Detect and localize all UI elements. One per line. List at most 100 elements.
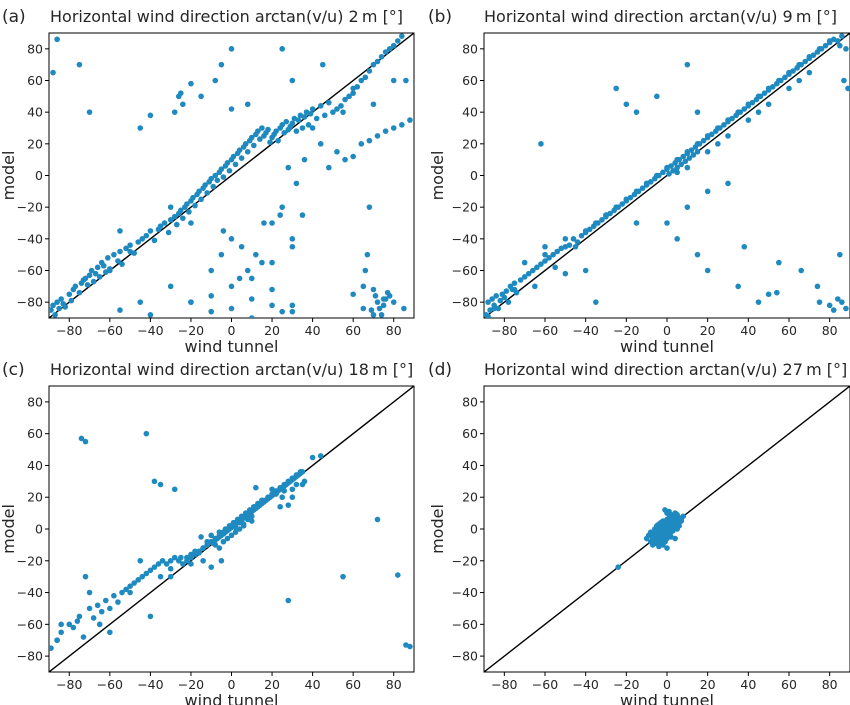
data-point	[62, 304, 69, 310]
data-point	[826, 38, 833, 44]
x-tick-label: 80	[822, 677, 838, 692]
x-tick-label: −80	[56, 323, 82, 338]
data-point	[289, 236, 296, 242]
data-point	[835, 296, 841, 302]
data-point	[776, 259, 782, 266]
data-point	[674, 164, 680, 171]
data-point	[670, 526, 676, 532]
scatter-points	[49, 430, 413, 651]
data-point	[228, 523, 235, 529]
data-point	[578, 232, 585, 239]
data-point	[542, 258, 548, 264]
data-point	[188, 561, 194, 567]
data-point	[163, 561, 170, 567]
data-point	[666, 508, 672, 515]
data-point	[151, 478, 158, 485]
data-point	[546, 255, 552, 261]
data-point	[674, 526, 680, 532]
data-point	[86, 605, 93, 612]
x-tick-label: −80	[491, 677, 517, 692]
data-point	[253, 484, 259, 491]
data-point	[244, 148, 251, 155]
data-point	[802, 58, 809, 65]
x-tick-label: −20	[613, 323, 639, 338]
data-point	[570, 236, 577, 242]
data-point	[228, 106, 235, 112]
data-point	[66, 291, 73, 298]
y-tick-label: −60	[452, 617, 478, 632]
y-tick-label: 40	[27, 458, 43, 473]
data-point	[403, 77, 409, 84]
data-point	[319, 61, 326, 68]
data-point	[360, 283, 367, 290]
data-point	[117, 228, 123, 234]
x-tick-label: 0	[228, 677, 236, 692]
data-point	[386, 46, 393, 52]
data-point	[839, 33, 845, 39]
data-point	[741, 243, 748, 250]
y-tick-label: 80	[462, 394, 478, 409]
data-point	[715, 125, 721, 131]
data-point	[178, 554, 184, 561]
data-point	[228, 305, 235, 312]
data-point	[161, 220, 168, 226]
y-tick-label: −80	[17, 295, 43, 310]
data-point	[147, 312, 154, 318]
data-point	[238, 243, 245, 250]
data-point	[230, 153, 237, 160]
y-axis-label: model	[0, 151, 18, 201]
data-point	[652, 540, 658, 547]
y-tick-label: −20	[452, 200, 478, 215]
x-tick-label: 80	[386, 323, 402, 338]
data-point	[218, 166, 225, 172]
data-point	[86, 109, 93, 115]
data-point	[674, 236, 680, 242]
data-point	[275, 137, 281, 144]
y-tick-label: 0	[470, 168, 478, 183]
data-point	[776, 77, 782, 84]
data-point	[593, 299, 599, 305]
data-point	[54, 299, 60, 305]
data-point	[248, 513, 255, 520]
data-point	[796, 77, 802, 84]
data-point	[50, 302, 56, 309]
data-point	[167, 573, 174, 580]
x-tick-label: −60	[532, 323, 558, 338]
data-point	[798, 267, 804, 274]
data-point	[127, 589, 133, 596]
data-point	[309, 106, 316, 112]
data-point	[350, 291, 356, 298]
data-point	[171, 213, 178, 220]
data-point	[761, 90, 768, 96]
data-point	[407, 643, 413, 650]
data-point	[289, 77, 296, 84]
x-tick-label: 40	[740, 677, 756, 692]
data-point	[735, 109, 741, 115]
data-point	[382, 128, 389, 134]
data-point	[305, 122, 312, 128]
data-point	[542, 243, 548, 250]
data-point	[76, 613, 83, 620]
data-point	[167, 204, 174, 210]
data-point	[672, 510, 678, 516]
data-point	[74, 618, 81, 624]
data-point	[680, 153, 687, 160]
data-point	[755, 299, 762, 305]
panel-letter: (b)	[428, 7, 452, 27]
data-point	[684, 204, 691, 210]
data-point	[240, 513, 247, 520]
data-point	[200, 545, 206, 551]
data-point	[346, 93, 352, 100]
data-point	[94, 602, 101, 609]
data-point	[253, 503, 259, 510]
data-point	[198, 93, 204, 100]
data-point	[277, 212, 283, 218]
data-point	[582, 228, 589, 234]
data-point	[269, 491, 275, 497]
x-tick-label: −20	[178, 677, 204, 692]
data-point	[317, 103, 324, 109]
data-point	[115, 258, 121, 264]
data-point	[511, 280, 518, 286]
data-point	[269, 220, 275, 226]
data-point	[54, 36, 60, 43]
